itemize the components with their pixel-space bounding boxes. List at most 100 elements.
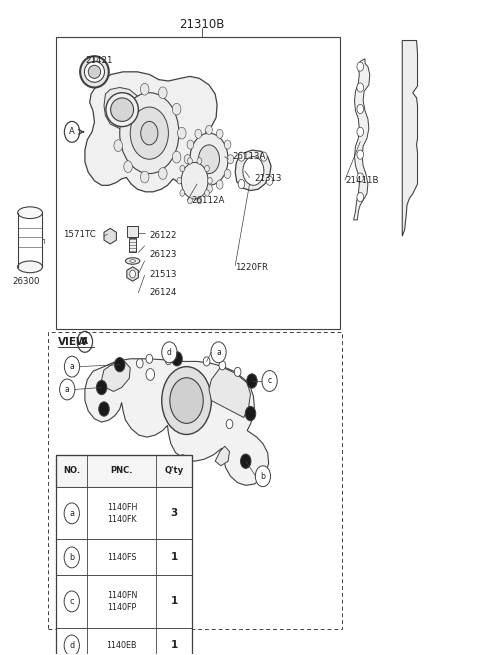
Circle shape xyxy=(187,140,194,149)
Circle shape xyxy=(141,171,149,183)
Circle shape xyxy=(136,359,143,368)
Circle shape xyxy=(211,342,226,363)
Circle shape xyxy=(124,160,132,172)
Circle shape xyxy=(204,165,209,172)
Circle shape xyxy=(243,157,264,185)
Circle shape xyxy=(64,356,80,377)
Circle shape xyxy=(162,367,211,434)
Circle shape xyxy=(172,352,182,366)
Circle shape xyxy=(162,342,177,363)
Bar xyxy=(56,540,192,575)
Ellipse shape xyxy=(18,207,42,219)
Text: 21411B: 21411B xyxy=(345,176,379,185)
Circle shape xyxy=(266,176,273,185)
Circle shape xyxy=(245,406,256,421)
Circle shape xyxy=(240,454,251,468)
Bar xyxy=(56,455,192,655)
Ellipse shape xyxy=(18,261,42,272)
Text: 1: 1 xyxy=(171,641,178,650)
Text: 26113A: 26113A xyxy=(233,152,266,161)
Circle shape xyxy=(172,103,181,115)
Circle shape xyxy=(197,158,202,164)
Circle shape xyxy=(96,381,107,395)
Circle shape xyxy=(146,369,155,381)
Circle shape xyxy=(247,374,257,388)
Circle shape xyxy=(195,129,202,138)
Circle shape xyxy=(255,466,271,487)
Circle shape xyxy=(180,190,185,196)
Text: b: b xyxy=(69,553,74,562)
Circle shape xyxy=(60,379,75,400)
Polygon shape xyxy=(209,367,251,417)
Circle shape xyxy=(205,125,212,134)
Polygon shape xyxy=(235,150,271,191)
Circle shape xyxy=(357,62,364,71)
Polygon shape xyxy=(354,59,370,220)
Text: c: c xyxy=(267,377,272,386)
Text: 21310B: 21310B xyxy=(179,18,225,31)
Circle shape xyxy=(216,129,223,138)
Polygon shape xyxy=(85,359,269,485)
Circle shape xyxy=(261,152,267,161)
Text: 26300: 26300 xyxy=(12,277,39,286)
Text: 3: 3 xyxy=(171,508,178,518)
Text: a: a xyxy=(65,385,70,394)
Circle shape xyxy=(219,361,226,370)
Text: a: a xyxy=(69,509,74,518)
Circle shape xyxy=(114,115,122,126)
Circle shape xyxy=(64,635,79,655)
Circle shape xyxy=(357,150,364,159)
Text: 1140FN
1140FP: 1140FN 1140FP xyxy=(107,591,137,612)
Bar xyxy=(56,455,192,487)
Bar xyxy=(56,627,192,655)
Text: 1220FR: 1220FR xyxy=(235,263,268,272)
Polygon shape xyxy=(104,229,116,244)
Ellipse shape xyxy=(106,93,138,126)
Circle shape xyxy=(203,357,210,366)
Polygon shape xyxy=(102,362,130,392)
Text: 26112A: 26112A xyxy=(192,196,225,205)
Text: 1: 1 xyxy=(171,552,178,563)
Text: c: c xyxy=(70,597,74,606)
Circle shape xyxy=(357,173,364,182)
Ellipse shape xyxy=(111,98,133,121)
Circle shape xyxy=(216,180,223,189)
Polygon shape xyxy=(402,41,418,236)
Text: PNC.: PNC. xyxy=(110,466,133,476)
Circle shape xyxy=(130,107,168,159)
Circle shape xyxy=(224,170,231,178)
Ellipse shape xyxy=(80,56,109,88)
Circle shape xyxy=(141,121,158,145)
Ellipse shape xyxy=(84,62,105,83)
Text: 26122: 26122 xyxy=(149,231,177,240)
Circle shape xyxy=(178,127,186,139)
Text: A: A xyxy=(69,127,75,136)
Circle shape xyxy=(227,155,234,164)
Text: 1: 1 xyxy=(171,597,178,607)
Circle shape xyxy=(99,402,109,416)
Polygon shape xyxy=(127,267,138,281)
Text: VIEW: VIEW xyxy=(58,337,88,347)
Circle shape xyxy=(64,503,79,524)
Circle shape xyxy=(115,358,125,372)
Circle shape xyxy=(238,179,245,189)
Circle shape xyxy=(64,121,80,142)
Circle shape xyxy=(188,158,192,164)
Text: 26123: 26123 xyxy=(149,250,177,259)
Bar xyxy=(48,332,342,629)
Circle shape xyxy=(190,133,228,185)
Circle shape xyxy=(204,190,209,196)
Circle shape xyxy=(158,87,167,99)
Circle shape xyxy=(184,155,191,164)
Circle shape xyxy=(238,152,245,161)
Text: 1571TC: 1571TC xyxy=(63,230,96,238)
Polygon shape xyxy=(104,88,142,128)
Ellipse shape xyxy=(125,257,140,264)
Circle shape xyxy=(197,197,202,204)
Circle shape xyxy=(357,127,364,136)
Circle shape xyxy=(141,83,149,95)
Text: a: a xyxy=(70,362,74,371)
Circle shape xyxy=(262,371,277,392)
Circle shape xyxy=(234,367,241,377)
Text: 21513: 21513 xyxy=(149,269,177,278)
